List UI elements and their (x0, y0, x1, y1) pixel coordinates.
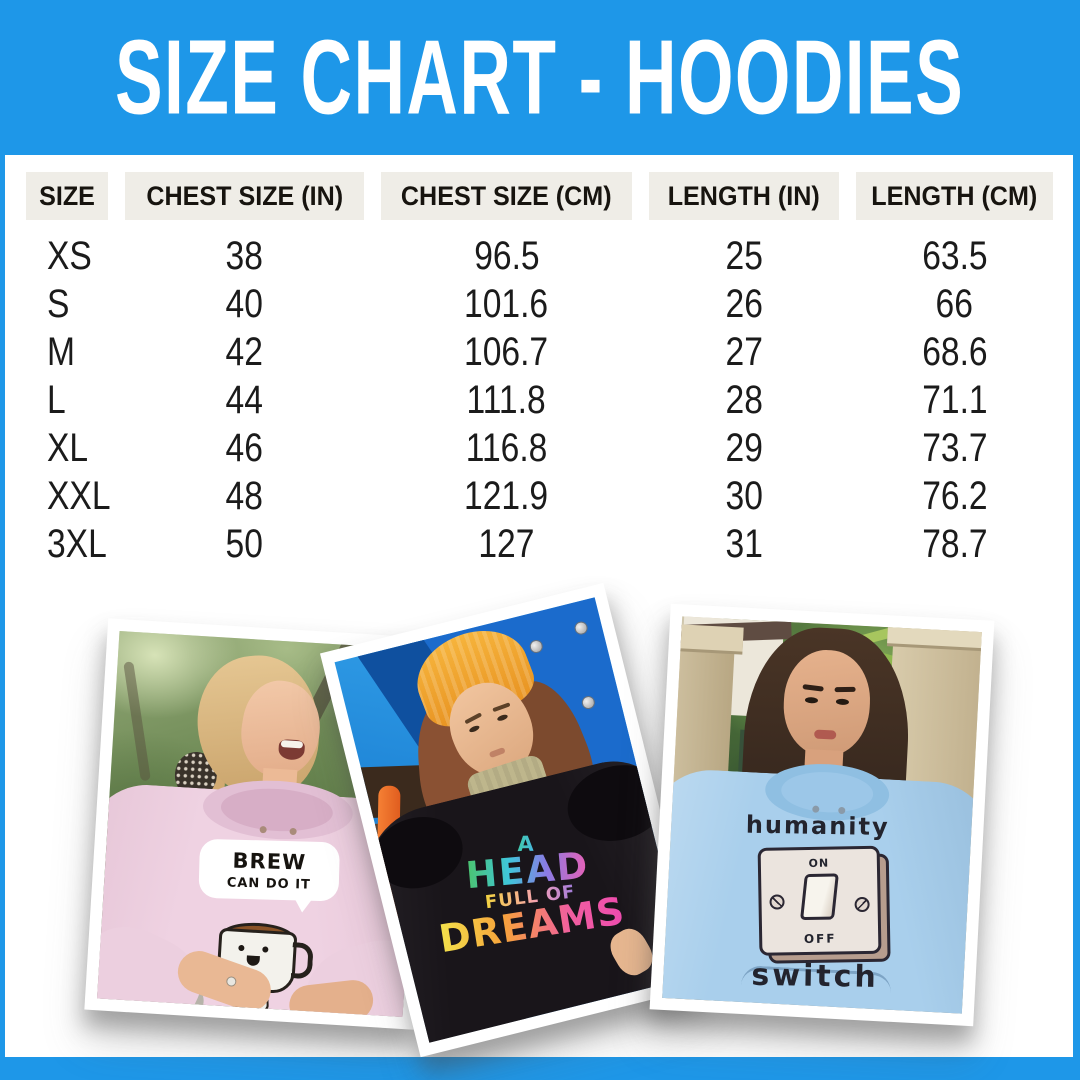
cell-chest-cm: 96.5 (473, 233, 540, 278)
cell-chest-cm: 101.6 (464, 281, 549, 326)
cell-chest-in: 50 (225, 521, 264, 566)
cell-chest-in: 38 (225, 233, 264, 278)
table-row: 3XL 50 127 31 78.7 (26, 520, 1057, 568)
col-header-size: SIZE (26, 172, 108, 220)
switch-toggle (800, 873, 839, 921)
cell-length-cm: 66 (935, 281, 974, 326)
cell-chest-in: 48 (225, 473, 264, 518)
cell-size: L (47, 377, 66, 422)
cell-length-in: 31 (725, 521, 763, 566)
speech-bubble-graphic: BREW CAN DO IT (198, 838, 340, 902)
cell-chest-cm: 121.9 (464, 473, 549, 518)
cell-length-cm: 78.7 (921, 521, 988, 566)
bubble-text-can-do-it: CAN DO IT (226, 875, 312, 893)
cell-length-in: 27 (725, 329, 763, 374)
teeth (280, 740, 304, 749)
bubble-text-brew: BREW (232, 848, 307, 875)
switch-on-label: ON (808, 856, 830, 870)
table-row: XXL 48 121.9 30 76.2 (26, 472, 1057, 520)
col-header-chest-in: CHEST SIZE (IN) (125, 172, 364, 220)
switch-plate: ON OFF (757, 845, 882, 956)
table-row: S 40 101.6 26 66 (26, 280, 1057, 328)
size-table: SIZE CHEST SIZE (IN) CHEST SIZE (CM) LEN… (26, 172, 1057, 568)
print-line-a: A (516, 831, 534, 857)
cell-size: XS (47, 233, 92, 278)
cell-chest-in: 44 (225, 377, 264, 422)
lips (813, 729, 837, 740)
cell-length-cm: 68.6 (921, 329, 988, 374)
cell-chest-cm: 116.8 (465, 425, 548, 470)
cell-size: 3XL (47, 521, 107, 566)
col-header-chest-cm: CHEST SIZE (CM) (381, 172, 632, 220)
cell-length-in: 26 (725, 281, 763, 326)
cell-chest-in: 46 (225, 425, 264, 470)
humanity-switch-graphic: humanity ON OFF switch (700, 810, 933, 996)
banner: SIZE CHART - HOODIES (0, 0, 1080, 155)
cell-length-cm: 73.7 (921, 425, 988, 470)
cell-size: S (47, 281, 70, 326)
col-header-length-cm: LENGTH (CM) (856, 172, 1053, 220)
eyebrow (834, 686, 856, 693)
cell-length-cm: 71.1 (921, 377, 988, 422)
cell-length-cm: 76.2 (921, 473, 988, 518)
cell-length-in: 30 (725, 473, 763, 518)
print-humanity: humanity (745, 810, 890, 842)
cell-length-in: 29 (725, 425, 763, 470)
table-row: XL 46 116.8 29 73.7 (26, 424, 1057, 472)
page-title: SIZE CHART - HOODIES (115, 17, 965, 137)
eye (804, 696, 819, 704)
cell-size: M (47, 329, 75, 374)
table-row: L 44 111.8 28 71.1 (26, 376, 1057, 424)
cell-length-in: 25 (725, 233, 763, 278)
table-body: XS 38 96.5 25 63.5 S 40 101.6 26 66 M 42… (26, 232, 1057, 568)
cell-chest-cm: 127 (478, 521, 535, 566)
col-header-length-in: LENGTH (IN) (649, 172, 839, 220)
eye (835, 698, 850, 706)
tree-trunk (123, 661, 152, 782)
pillar-cap (668, 623, 744, 652)
cell-chest-cm: 106.7 (464, 329, 549, 374)
cell-length-in: 28 (725, 377, 763, 422)
content-panel: SIZE CHEST SIZE (IN) CHEST SIZE (CM) LEN… (5, 155, 1073, 1058)
light-switch-illustration: ON OFF (757, 845, 891, 964)
cell-size: XL (47, 425, 89, 470)
blue-hoodie-scene: humanity ON OFF switch (662, 616, 982, 1014)
rainbow-print-graphic: A HEAD FULL OF DREAMS (417, 825, 642, 961)
photo-blue-hoodie: humanity ON OFF switch (649, 603, 995, 1027)
cell-chest-in: 40 (225, 281, 264, 326)
switch-off-label: OFF (803, 931, 837, 947)
cell-chest-in: 42 (225, 329, 264, 374)
cell-chest-cm: 111.8 (466, 377, 547, 422)
table-row: M 42 106.7 27 68.6 (26, 328, 1057, 376)
cell-size: XXL (47, 473, 111, 518)
table-header-row: SIZE CHEST SIZE (IN) CHEST SIZE (CM) LEN… (26, 172, 1057, 220)
cell-length-cm: 63.5 (921, 233, 988, 278)
screw (769, 894, 785, 910)
screw (854, 896, 870, 913)
table-row: XS 38 96.5 25 63.5 (26, 232, 1057, 280)
